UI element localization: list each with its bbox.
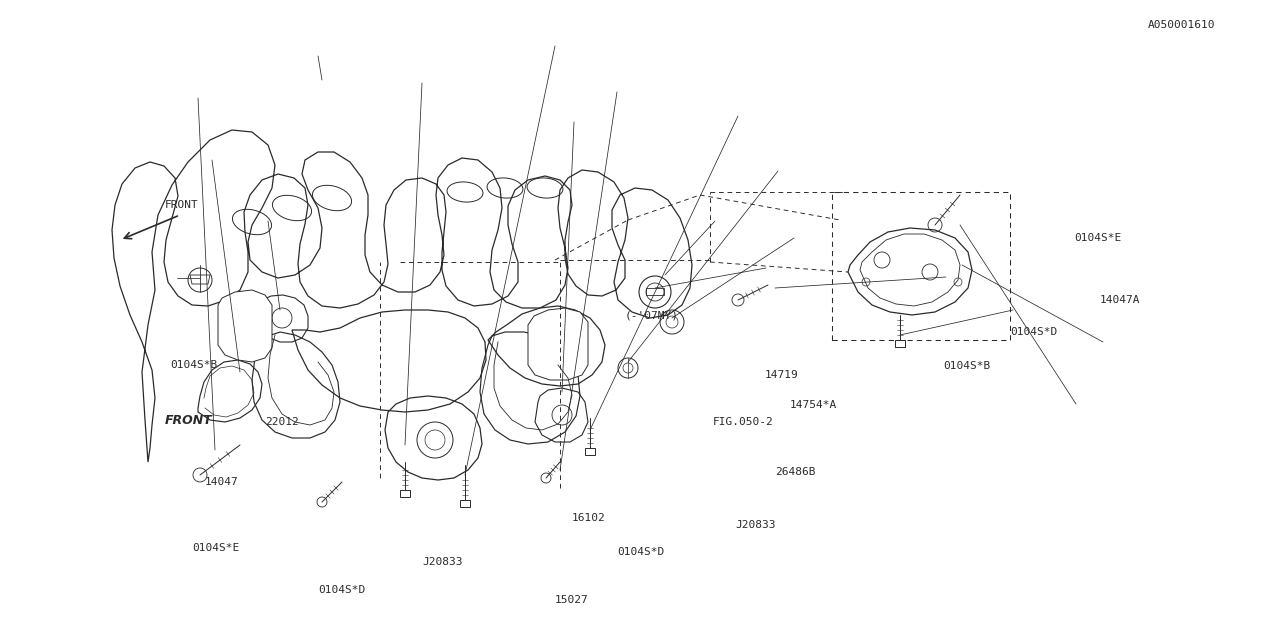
Text: 0104S*E: 0104S*E — [1074, 233, 1121, 243]
Text: 0104S*D: 0104S*D — [317, 585, 365, 595]
Text: 0104S*D: 0104S*D — [1010, 327, 1057, 337]
Text: 16102: 16102 — [572, 513, 605, 523]
Text: (-'07MY): (-'07MY) — [625, 310, 678, 320]
Text: 26486B: 26486B — [774, 467, 815, 477]
Text: A050001610: A050001610 — [1148, 20, 1216, 30]
Text: 22012: 22012 — [265, 417, 298, 427]
Text: 14719: 14719 — [765, 370, 799, 380]
Polygon shape — [849, 228, 972, 315]
Text: 14047A: 14047A — [1100, 295, 1140, 305]
Text: 14047: 14047 — [205, 477, 239, 487]
Text: J20833: J20833 — [422, 557, 462, 567]
Text: 14754*A: 14754*A — [790, 400, 837, 410]
Text: 15027: 15027 — [556, 595, 589, 605]
Text: FIG.050-2: FIG.050-2 — [713, 417, 773, 427]
Text: 0104S*E: 0104S*E — [192, 543, 239, 553]
Text: FRONT: FRONT — [165, 200, 198, 210]
Polygon shape — [218, 290, 273, 362]
Polygon shape — [529, 308, 588, 380]
Text: 0104S*D: 0104S*D — [617, 547, 664, 557]
Text: 0104S*B: 0104S*B — [170, 360, 218, 370]
Text: FRONT: FRONT — [165, 413, 212, 426]
Text: 0104S*B: 0104S*B — [943, 361, 991, 371]
Text: J20833: J20833 — [735, 520, 776, 530]
